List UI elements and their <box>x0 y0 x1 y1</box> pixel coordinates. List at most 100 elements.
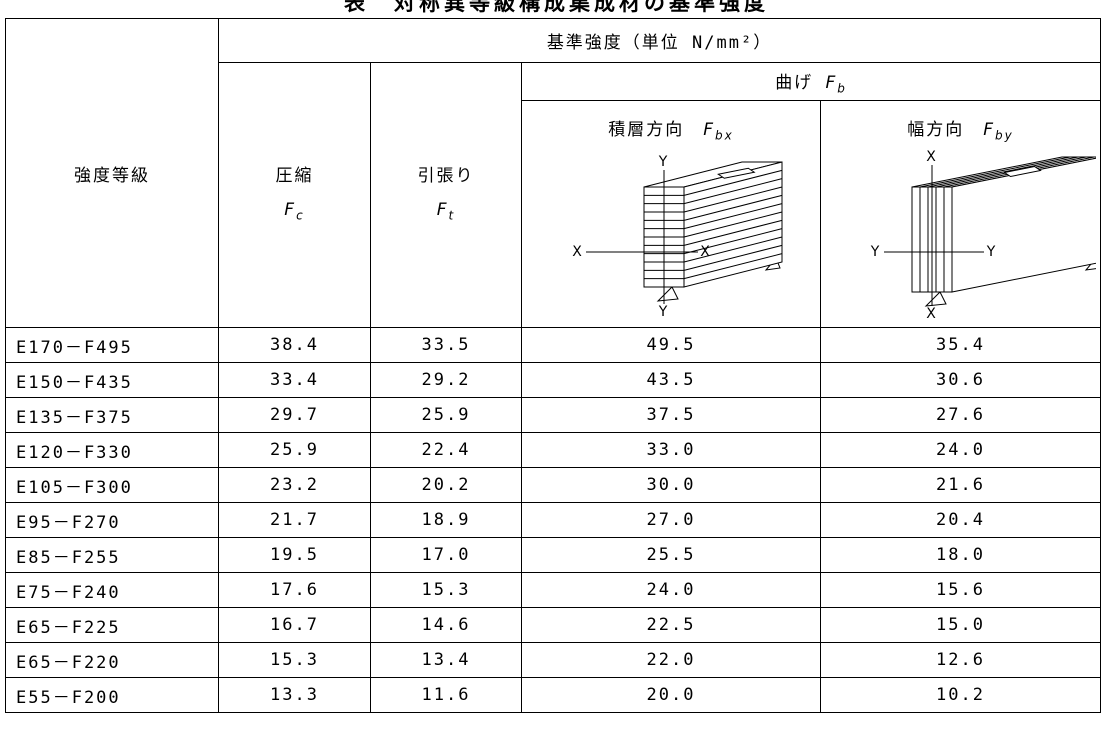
value-cell: 17.0 <box>370 537 522 574</box>
value-cell: 33.4 <box>218 362 371 399</box>
value-cell: 29.2 <box>370 362 522 399</box>
table-title: 表 対称異等級構成集成材の基準強度 <box>344 0 769 15</box>
lamination <box>919 156 1070 188</box>
grade-cell: E95－F270 <box>5 502 219 539</box>
data-row: E55－F200 13.3 11.6 20.0 10.2 <box>5 677 1102 714</box>
value-cell: 17.6 <box>218 572 371 609</box>
value-cell: 29.7 <box>218 397 371 434</box>
lamination <box>683 236 783 263</box>
value-cell: 35.4 <box>819 327 1102 364</box>
value-cell: 21.7 <box>218 502 371 539</box>
value-cell: 15.3 <box>218 642 371 679</box>
axis-label: X <box>926 306 938 322</box>
data-row: E135－F375 29.7 25.9 37.5 27.6 <box>5 397 1102 434</box>
grade-cell: E55－F200 <box>5 677 219 714</box>
value-cell: 27.0 <box>521 502 821 539</box>
value-cell: 16.7 <box>218 607 371 644</box>
value-cell: 37.5 <box>521 397 821 434</box>
grade-cell: E150－F435 <box>5 362 219 399</box>
grade-cell: E75－F240 <box>5 572 219 609</box>
value-cell: 20.4 <box>819 502 1102 539</box>
support <box>656 286 679 303</box>
lamination <box>683 186 783 213</box>
value-cell: 19.5 <box>218 537 371 574</box>
axis-label: Y <box>869 244 881 260</box>
bending-header: 曲げ Fb <box>520 62 1102 101</box>
value-cell: 22.5 <box>521 607 821 644</box>
data-row: E75－F240 17.6 15.3 24.0 15.6 <box>5 572 1102 609</box>
value-cell: 15.0 <box>819 607 1102 644</box>
lamination <box>683 220 783 247</box>
compression-header: 圧縮 Fc <box>218 61 371 329</box>
value-cell: 24.0 <box>819 432 1102 469</box>
value-cell: 20.2 <box>370 467 522 504</box>
lamination <box>683 211 783 238</box>
value-cell: 23.2 <box>218 467 371 504</box>
subscript: bx <box>715 128 734 143</box>
value-cell: 13.4 <box>370 642 522 679</box>
axis-label: Y <box>658 304 670 320</box>
symbol: F <box>825 72 838 93</box>
lamination <box>683 195 783 222</box>
data-row: E105－F300 23.2 20.2 30.0 21.6 <box>5 467 1102 504</box>
grade-cell: E65－F220 <box>5 642 219 679</box>
value-cell: 11.6 <box>370 677 522 714</box>
subscript: c <box>296 207 305 222</box>
grade-header: 強度等級 <box>5 17 219 329</box>
value-cell: 27.6 <box>819 397 1102 434</box>
data-row: E85－F255 19.5 17.0 25.5 18.0 <box>5 537 1102 574</box>
grade-cell: E85－F255 <box>5 537 219 574</box>
value-cell: 25.5 <box>521 537 821 574</box>
value-cell: 33.5 <box>370 327 522 364</box>
beam-diagram: Y Y X X <box>572 154 783 320</box>
tension-header: 引張り Ft <box>370 61 522 329</box>
label: 圧縮 <box>275 165 314 186</box>
load-plate <box>1002 166 1042 178</box>
data-row: E65－F220 15.3 13.4 22.0 12.6 <box>5 642 1102 679</box>
data-row: E120－F330 25.9 22.4 33.0 24.0 <box>5 432 1102 469</box>
label: 幅方向 <box>907 120 965 140</box>
lamination <box>683 253 783 280</box>
symbol: F <box>983 120 996 140</box>
value-cell: 25.9 <box>218 432 371 469</box>
value-cell: 10.2 <box>819 677 1102 714</box>
beam-diagram: X X Y Y <box>869 149 1103 322</box>
data-row: E170－F495 38.4 33.5 49.5 35.4 <box>5 327 1102 364</box>
value-cell: 22.4 <box>370 432 522 469</box>
data-row: E65－F225 16.7 14.6 22.5 15.0 <box>5 607 1102 644</box>
value-cell: 30.6 <box>819 362 1102 399</box>
strength-table: 強度等級 基準強度（単位 N/mm²） 圧縮 Fc 引張り Ft 曲げ Fb 積層方… <box>5 17 1103 714</box>
value-cell: 43.5 <box>521 362 821 399</box>
label: 引張り <box>417 165 475 186</box>
subscript: by <box>995 128 1014 143</box>
lamination <box>683 228 783 255</box>
symbol: F <box>703 120 716 140</box>
lamination <box>683 245 783 272</box>
grade-cell: E65－F225 <box>5 607 219 644</box>
grade-cell: E120－F330 <box>5 432 219 469</box>
axis-label: Y <box>985 244 997 260</box>
lamination <box>683 203 783 230</box>
lamination <box>683 170 783 197</box>
value-cell: 13.3 <box>218 677 371 714</box>
data-row: E150－F435 33.4 29.2 43.5 30.6 <box>5 362 1102 399</box>
load-plate <box>717 168 756 180</box>
symbol: F <box>436 199 449 220</box>
subscript: b <box>837 81 847 96</box>
data-row: E95－F270 21.7 18.9 27.0 20.4 <box>5 502 1102 539</box>
value-cell: 18.9 <box>370 502 522 539</box>
grade-cell: E170－F495 <box>5 327 219 364</box>
value-cell: 30.0 <box>521 467 821 504</box>
value-cell: 49.5 <box>521 327 821 364</box>
axis-label: X <box>926 149 938 165</box>
width-direction-header: 幅方向 Fby X X Y Y <box>819 99 1103 329</box>
grade-cell: E105－F300 <box>5 467 219 504</box>
lamination-direction-header: 積層方向 Fbx Y Y X X <box>521 99 821 329</box>
value-cell: 22.0 <box>521 642 821 679</box>
value-cell: 21.6 <box>819 467 1102 504</box>
axis-label: X <box>700 244 712 260</box>
lamination <box>683 178 783 205</box>
axis-label: Y <box>658 154 670 170</box>
value-cell: 24.0 <box>521 572 821 609</box>
value-cell: 20.0 <box>521 677 821 714</box>
